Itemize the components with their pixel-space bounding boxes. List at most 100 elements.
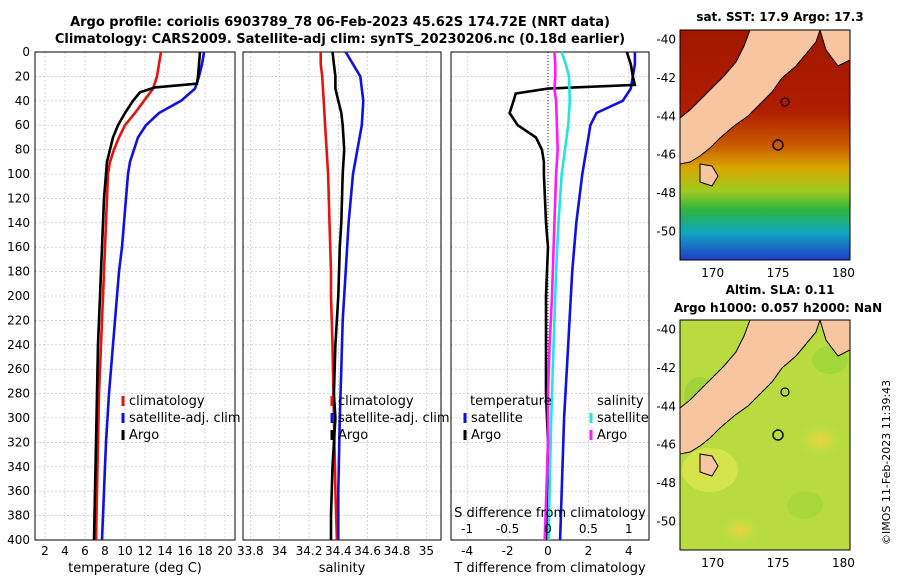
sst-map-argo-marker <box>772 139 784 151</box>
temperature-x-tick-label: 18 <box>197 544 212 558</box>
sla-map-frame <box>679 319 851 551</box>
y-tick-label: 40 <box>15 94 30 108</box>
sst-map-y-tick-label: -44 <box>656 109 676 123</box>
temperature-legend-label: climatology <box>129 394 205 409</box>
salinity-x-label: salinity <box>319 561 366 576</box>
y-tick-label: 180 <box>7 265 30 279</box>
difference-series-s-argo <box>543 51 560 541</box>
difference-x-tick-label: -2 <box>502 544 514 558</box>
temperature-x-tick-label: 20 <box>217 544 232 558</box>
temperature-series-satellite-adj-clim <box>100 51 206 541</box>
y-tick-label: 120 <box>7 191 30 205</box>
difference-x-tick-label: 2 <box>585 544 593 558</box>
figure-title-line1: Argo profile: coriolis 6903789_78 06-Feb… <box>70 15 610 30</box>
salinity-diff-tick-label: 1 <box>625 522 633 536</box>
sla-map-argo-marker <box>772 429 784 441</box>
sla-map-x-tick-label: 175 <box>767 556 790 570</box>
y-tick-label: 80 <box>15 143 30 157</box>
temperature-frame <box>34 51 236 541</box>
difference-legend-label: satellite <box>471 411 523 426</box>
y-tick-label: 100 <box>7 167 30 181</box>
temperature-series-climatology <box>94 51 163 541</box>
salinity-x-tick-label: 34.6 <box>354 544 381 558</box>
salinity-legend-label: climatology <box>338 394 414 409</box>
temperature-series-argo <box>92 51 202 541</box>
y-tick-label: 60 <box>15 118 30 132</box>
sst-map-y-tick-label: -42 <box>656 71 676 85</box>
salinity-x-tick-label: 34 <box>272 544 287 558</box>
temperature-x-tick-label: 6 <box>81 544 89 558</box>
sla-map-x-tick-label: 180 <box>832 556 855 570</box>
temperature-x-tick-label: 4 <box>61 544 69 558</box>
salinity-x-tick-label: 34.8 <box>384 544 411 558</box>
sst-map-title: sat. SST: 17.9 Argo: 17.3 <box>696 10 864 24</box>
sst-map-x-tick-label: 170 <box>701 266 724 280</box>
salinity-diff-axis-label: S difference from climatology <box>454 506 646 521</box>
y-tick-label: 320 <box>7 435 30 449</box>
temperature-legend-label: satellite-adj. clim <box>129 411 241 426</box>
sla-map-land <box>680 320 850 477</box>
salinity-x-tick-label: 34.4 <box>325 544 352 558</box>
y-tick-label: 200 <box>7 289 30 303</box>
salinity-series-satellite-adj-clim <box>336 51 365 540</box>
sst-map-y-tick-label: -48 <box>656 186 676 200</box>
salinity-diff-tick-label: -0.5 <box>496 522 519 536</box>
difference-series-t-satellite <box>558 52 637 541</box>
sst-map-feature-marker <box>780 97 790 107</box>
figure-title-line2: Climatology: CARS2009. Satellite-adj cli… <box>54 32 626 47</box>
difference-legend-label: satellite <box>597 411 649 426</box>
salinity-diff-tick-label: -1 <box>461 522 473 536</box>
y-tick-label: 160 <box>7 240 30 254</box>
y-tick-label: 280 <box>7 387 30 401</box>
y-tick-label: 0 <box>22 45 30 59</box>
sst-map-x-tick-label: 175 <box>767 266 790 280</box>
temperature-x-tick-label: 14 <box>157 544 172 558</box>
salinity-x-tick-label: 34.2 <box>296 544 323 558</box>
sla-map-title-line1: Altim. SLA: 0.11 <box>725 283 835 297</box>
difference-x-label: T difference from climatology <box>453 561 646 576</box>
sla-map <box>679 319 851 551</box>
sla-map-y-tick-label: -42 <box>656 361 676 375</box>
sst-map-y-tick-label: -46 <box>656 148 676 162</box>
sla-map-y-tick-label: -46 <box>656 438 676 452</box>
sla-map-y-tick-label: -40 <box>656 323 676 337</box>
sst-map-frame <box>679 29 851 261</box>
temperature-x-tick-label: 2 <box>41 544 49 558</box>
sst-map-y-tick-label: -50 <box>656 224 676 238</box>
sst-map <box>679 29 851 261</box>
sla-map-y-tick-label: -48 <box>656 476 676 490</box>
sla-map-y-tick-label: -50 <box>656 514 676 528</box>
sst-map-x-tick-label: 180 <box>832 266 855 280</box>
difference-legend-title-salinity: salinity <box>597 394 644 409</box>
salinity-legend-label: Argo <box>338 428 368 443</box>
y-tick-label: 300 <box>7 411 30 425</box>
temperature-x-tick-label: 12 <box>137 544 152 558</box>
difference-legend-label: Argo <box>597 428 627 443</box>
salinity-legend-label: satellite-adj. clim <box>338 411 450 426</box>
temperature-x-tick-label: 8 <box>101 544 109 558</box>
difference-legend-title-temperature: temperature <box>470 394 552 409</box>
temperature-legend-label: Argo <box>129 428 159 443</box>
temperature-x-label: temperature (deg C) <box>68 561 202 576</box>
salinity-frame <box>242 51 442 541</box>
y-tick-label: 140 <box>7 216 30 230</box>
sla-map-title-line2: Argo h1000: 0.057 h2000: NaN <box>673 301 883 315</box>
salinity-diff-tick-label: 0 <box>544 522 552 536</box>
y-tick-label: 360 <box>7 484 30 498</box>
sla-map-x-tick-label: 170 <box>701 556 724 570</box>
y-tick-label: 240 <box>7 338 30 352</box>
y-tick-label: 220 <box>7 313 30 327</box>
salinity-series-argo <box>329 51 346 540</box>
y-tick-label: 400 <box>7 533 30 547</box>
salinity-diff-tick-label: 0.5 <box>579 522 598 536</box>
difference-legend-label: Argo <box>471 428 501 443</box>
sst-map-land <box>680 30 850 187</box>
salinity-x-tick-label: 33.8 <box>237 544 264 558</box>
y-tick-label: 340 <box>7 460 30 474</box>
y-tick-label: 260 <box>7 362 30 376</box>
y-tick-label: 20 <box>15 69 30 83</box>
salinity-x-tick-label: 35 <box>419 544 434 558</box>
difference-x-tick-label: -4 <box>461 544 473 558</box>
temperature-x-tick-label: 16 <box>177 544 192 558</box>
